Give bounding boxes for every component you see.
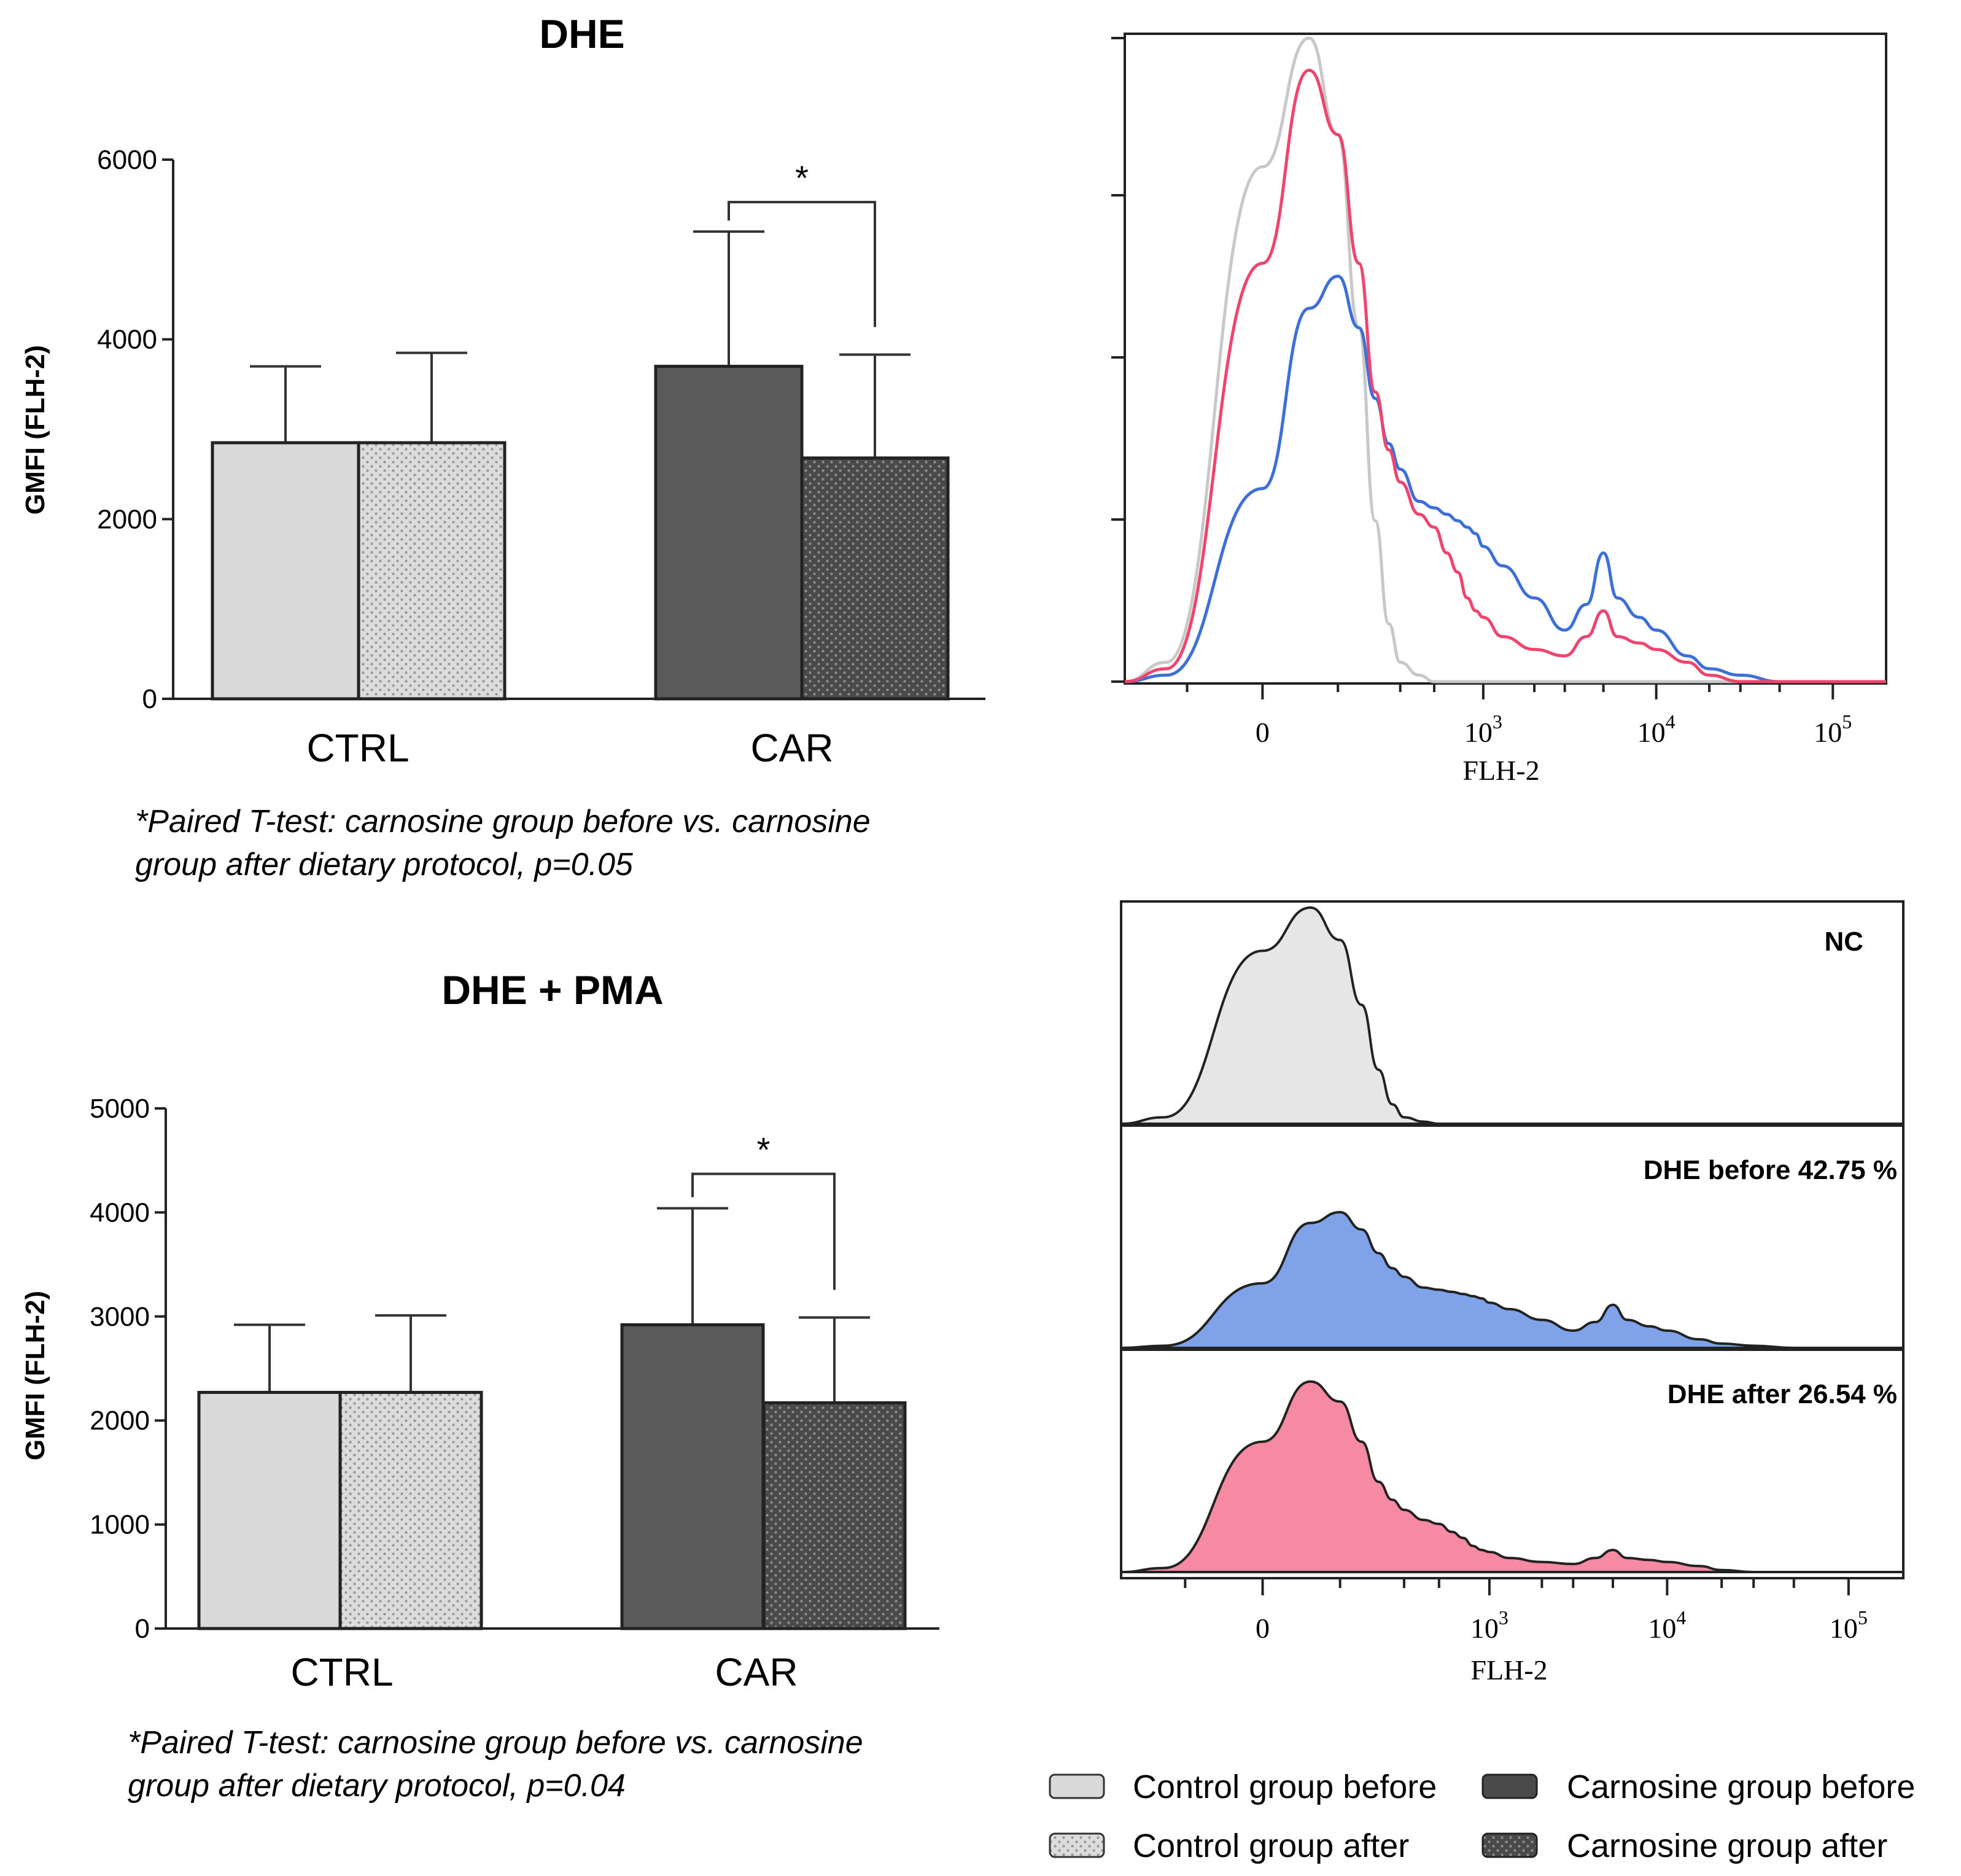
legend-swatch-carnosine-before (1481, 1773, 1538, 1799)
histogram-overlay: 0 103 104 105 FLH-2 (1111, 33, 1887, 786)
histogram-stack: 0 103 104 105 NC DHE before 42.75 % DHE aft… (1120, 900, 1905, 1686)
y-axis-label: GMFI (FLH-2) (20, 345, 50, 515)
category-label-car: CAR (715, 1650, 798, 1694)
x-tick-label: 104 (1637, 710, 1676, 748)
category-label-ctrl: CTRL (306, 726, 409, 770)
x-tick-label: 105 (1830, 1606, 1868, 1644)
legend-swatch-control-before (1049, 1773, 1105, 1799)
histogram-area-nc (1120, 906, 1903, 1126)
y-tick-label: 1000 (90, 1510, 150, 1540)
x-axis-label: FLH-2 (1470, 1654, 1547, 1686)
y-tick-label: 6000 (97, 145, 157, 175)
bar (357, 441, 507, 701)
histogram-area-dhe-after (1120, 1380, 1903, 1574)
bar (800, 456, 950, 701)
footnote-line-2: group after dietary protocol, p=0.05 (135, 847, 634, 882)
panel-label-nc: NC (1824, 927, 1863, 957)
x-axis-label: FLH-2 (1462, 755, 1539, 786)
significance-star: * (757, 1131, 771, 1169)
legend-swatch-carnosine-after (1481, 1832, 1538, 1858)
legend-label-carnosine-before: Carnosine group before (1567, 1769, 1915, 1805)
legend-label-control-before: Control group before (1133, 1769, 1437, 1805)
significance-bracket (691, 1172, 836, 1290)
bar (197, 1390, 342, 1630)
chart-title: DHE (539, 11, 624, 56)
bar (762, 1401, 907, 1630)
category-label-car: CAR (750, 726, 833, 770)
significance-bracket (728, 201, 876, 327)
footnote-line-2: group after dietary protocol, p=0.04 (128, 1768, 626, 1804)
x-tick-label: 103 (1464, 710, 1502, 748)
legend: Control group before Control group after… (1049, 1769, 1915, 1864)
y-tick-label: 4000 (90, 1197, 150, 1228)
y-axis-label: GMFI (FLH-2) (20, 1291, 50, 1460)
x-tick-label: 0 (1256, 717, 1270, 748)
y-tick-label: 0 (142, 684, 157, 714)
plot-frame (1120, 900, 1905, 1579)
legend-label-carnosine-after: Carnosine group after (1567, 1827, 1887, 1864)
histogram-area-dhe-before (1120, 1210, 1903, 1350)
legend-label-control-after: Control group after (1133, 1827, 1409, 1864)
bar-chart-dhe-pma: DHE + PMA GMFI (FLH-2) 0 1000 2000 3000 4000… (20, 967, 939, 1804)
bar (620, 1323, 765, 1630)
x-tick-label: 105 (1814, 710, 1852, 748)
panel-label-dhe-before: DHE before 42.75 % (1644, 1155, 1897, 1185)
chart-title: DHE + PMA (441, 967, 663, 1013)
footnote-line-1: *Paired T-test: carnosine group before v… (128, 1725, 863, 1761)
bar (338, 1390, 483, 1630)
legend-swatch-control-after (1049, 1832, 1105, 1858)
y-tick-label: 2000 (97, 504, 157, 534)
panel-label-dhe-after: DHE after 26.54 % (1668, 1379, 1897, 1409)
bar (211, 441, 360, 701)
bar (654, 365, 804, 701)
x-tick-label: 0 (1256, 1613, 1270, 1644)
plot-frame (1124, 33, 1887, 685)
y-tick-label: 3000 (90, 1302, 150, 1332)
histogram-line-nc (1124, 36, 1886, 683)
bar-chart-dhe: DHE GMFI (FLH-2) 0 2000 4000 6000 * CTRL CA… (20, 11, 985, 882)
y-tick-label: 4000 (97, 325, 157, 355)
y-tick-label: 0 (135, 1614, 150, 1644)
category-label-ctrl: CTRL (290, 1650, 393, 1694)
x-tick-label: 103 (1470, 1606, 1509, 1644)
y-tick-label: 2000 (90, 1406, 150, 1436)
histogram-line-dhe-before (1124, 274, 1886, 683)
footnote-line-1: *Paired T-test: carnosine group before v… (135, 804, 871, 839)
y-tick-label: 5000 (90, 1094, 150, 1124)
x-tick-label: 104 (1648, 1606, 1686, 1644)
histogram-line-dhe-after (1124, 68, 1886, 683)
significance-star: * (795, 158, 809, 197)
